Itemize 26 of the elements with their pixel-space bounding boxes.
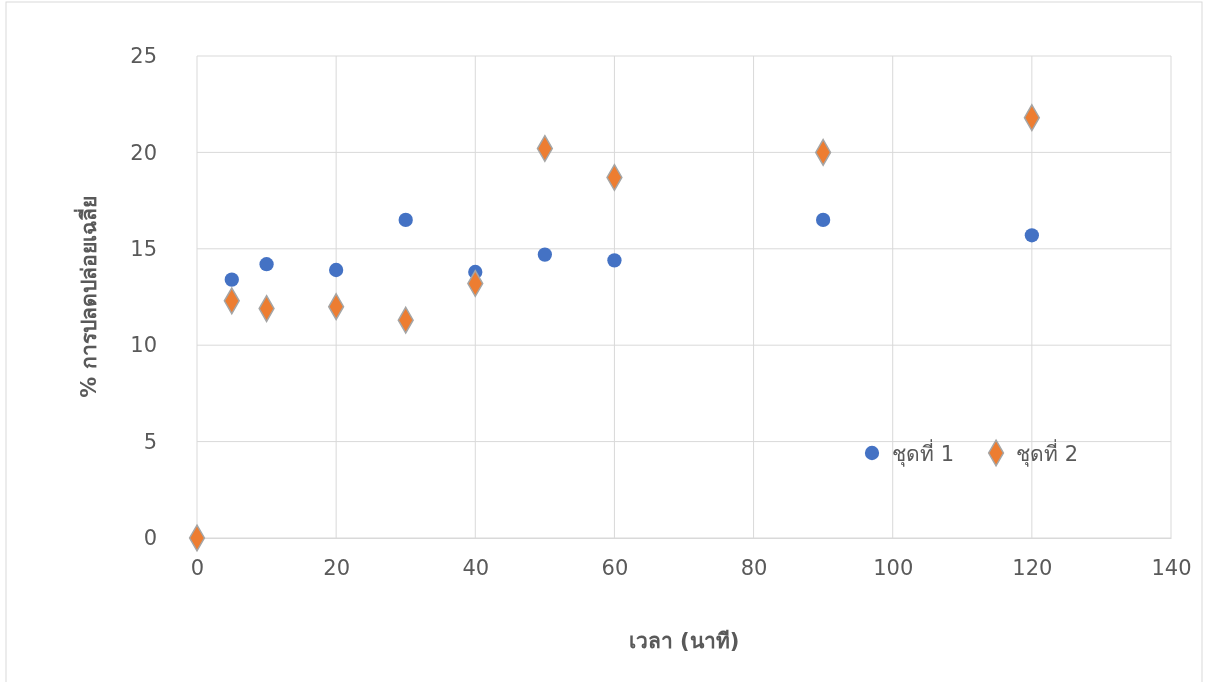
- point: [816, 212, 831, 227]
- x-tick-label: 140: [1151, 555, 1192, 580]
- y-tick-label: 20: [130, 140, 157, 165]
- point: [329, 262, 344, 278]
- x-tick-label: 40: [462, 555, 490, 580]
- point: [224, 272, 239, 287]
- legend-label: ชุดที่ 1: [892, 439, 955, 467]
- point: [1024, 228, 1039, 243]
- point: [398, 212, 413, 227]
- x-tick-label: 100: [873, 555, 914, 580]
- legend-label: ชุดที่ 2: [1016, 439, 1079, 467]
- y-tick-label: 15: [130, 237, 157, 262]
- y-tick-label: 25: [130, 44, 157, 69]
- point: [537, 247, 552, 262]
- x-tick-label: 20: [323, 555, 351, 580]
- x-tick-label: 120: [1012, 555, 1053, 580]
- x-tick-label: 80: [740, 555, 768, 580]
- x-tick-label: 0: [190, 555, 205, 580]
- point: [259, 257, 274, 272]
- y-axis-title: % การปลดปล่อยเฉลี่ย: [73, 196, 101, 398]
- y-tick-label: 5: [143, 429, 157, 454]
- y-tick-label: 0: [143, 526, 157, 551]
- x-tick-label: 60: [601, 555, 629, 580]
- point: [607, 253, 622, 268]
- x-axis-title: เวลา (นาที): [628, 629, 740, 653]
- y-tick-label: 10: [130, 333, 157, 358]
